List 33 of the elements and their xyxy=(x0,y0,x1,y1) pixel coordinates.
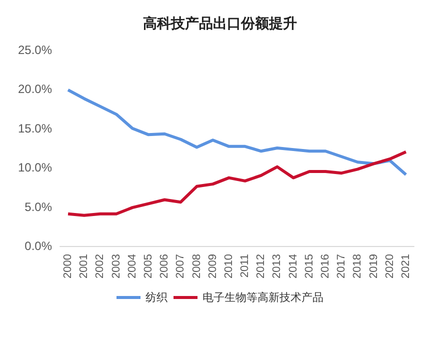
x-tick-label: 2011 xyxy=(239,254,252,278)
y-tick-label: 10.0% xyxy=(18,160,52,175)
x-tick-label: 2000 xyxy=(62,254,74,278)
x-tick-label: 2001 xyxy=(78,254,90,278)
x-tick-label: 2013 xyxy=(271,254,284,278)
legend-label: 纺织 xyxy=(146,291,168,304)
line-series xyxy=(66,88,408,176)
y-tick-label: 0.0% xyxy=(24,239,52,253)
x-tick-label: 2019 xyxy=(368,254,380,278)
chart-title: 高科技产品出口份额提升 xyxy=(143,15,297,32)
y-tick-label: 5.0% xyxy=(24,200,52,214)
line-series xyxy=(66,150,408,217)
x-tick-label: 2002 xyxy=(94,254,106,278)
x-tick-label: 2020 xyxy=(384,254,396,278)
legend-label: 电子生物等高新技术产品 xyxy=(202,291,324,304)
x-tick-label: 2021 xyxy=(400,254,412,278)
x-tick-label: 2006 xyxy=(158,254,171,278)
x-tick-label: 2017 xyxy=(336,254,348,278)
x-tick-label: 2009 xyxy=(206,254,219,278)
x-tick-label: 2007 xyxy=(174,254,187,278)
x-tick-label: 2018 xyxy=(352,254,364,278)
x-tick-label: 2003 xyxy=(110,254,122,278)
x-tick-label: 2012 xyxy=(255,254,268,278)
y-tick-label: 25.0% xyxy=(18,43,52,57)
x-tick-label: 2008 xyxy=(190,254,203,278)
x-tick-label: 2016 xyxy=(320,254,332,278)
x-tick-label: 2005 xyxy=(142,254,154,278)
x-tick-label: 2004 xyxy=(126,254,138,278)
x-tick-label: 2015 xyxy=(303,254,316,278)
x-tick-label: 2010 xyxy=(222,254,235,278)
x-tick-label: 2014 xyxy=(287,254,300,278)
y-tick-label: 15.0% xyxy=(18,121,52,136)
y-tick-label: 20.0% xyxy=(18,82,52,96)
